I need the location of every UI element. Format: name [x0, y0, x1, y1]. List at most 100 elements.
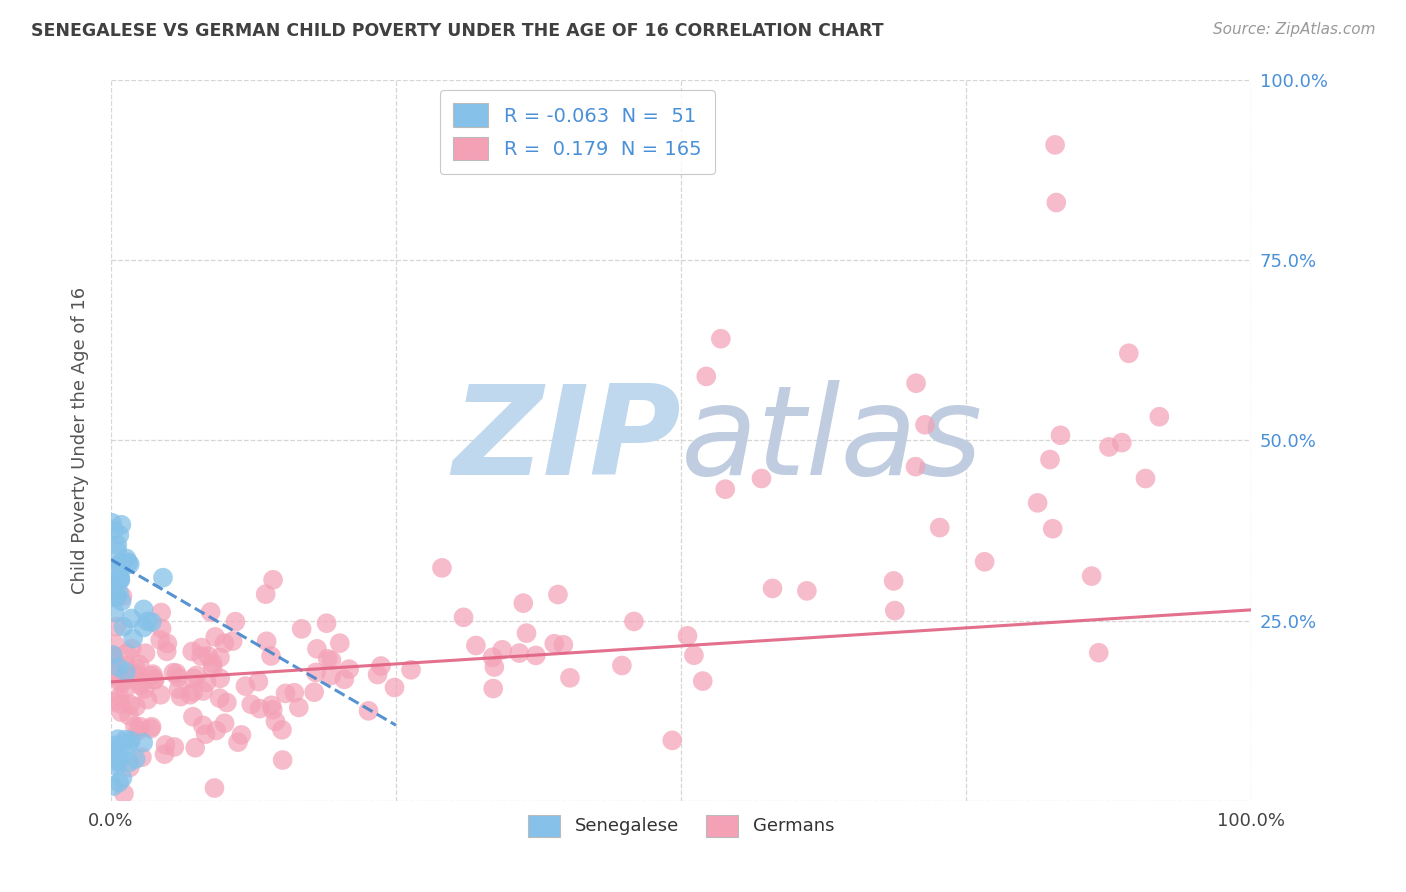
Point — [108, 690, 131, 704]
Point — [254, 587, 277, 601]
Point — [115, 646, 138, 660]
Point — [184, 740, 207, 755]
Point — [928, 520, 950, 534]
Point — [676, 629, 699, 643]
Point — [247, 674, 270, 689]
Point — [129, 720, 152, 734]
Point — [543, 637, 565, 651]
Point — [114, 673, 136, 688]
Point — [453, 610, 475, 624]
Point — [108, 775, 131, 789]
Point — [112, 787, 135, 801]
Point — [710, 332, 733, 346]
Point — [256, 634, 278, 648]
Point — [508, 646, 530, 660]
Point — [141, 720, 163, 734]
Point — [190, 640, 212, 655]
Point — [321, 653, 343, 667]
Point — [114, 682, 136, 697]
Point — [337, 662, 360, 676]
Point — [111, 771, 134, 785]
Y-axis label: Child Poverty Under the Age of 16: Child Poverty Under the Age of 16 — [72, 287, 89, 594]
Point — [112, 620, 135, 634]
Point — [101, 575, 124, 590]
Point — [796, 583, 818, 598]
Point — [661, 733, 683, 747]
Point — [186, 668, 208, 682]
Point — [224, 615, 246, 629]
Point — [111, 590, 134, 604]
Point — [124, 752, 146, 766]
Point — [260, 648, 283, 663]
Point — [315, 616, 337, 631]
Point — [101, 516, 124, 530]
Point — [231, 728, 253, 742]
Point — [333, 673, 356, 687]
Point — [1118, 346, 1140, 360]
Point — [305, 665, 328, 680]
Point — [101, 656, 124, 670]
Point — [122, 632, 145, 646]
Point — [191, 718, 214, 732]
Point — [166, 666, 188, 681]
Point — [150, 622, 173, 636]
Point — [226, 735, 249, 749]
Point — [101, 579, 124, 593]
Point — [215, 696, 238, 710]
Point — [107, 668, 129, 682]
Point — [110, 517, 132, 532]
Point — [1087, 646, 1109, 660]
Point — [107, 732, 129, 747]
Point — [150, 606, 173, 620]
Point — [973, 555, 995, 569]
Point — [190, 649, 212, 664]
Point — [125, 699, 148, 714]
Point — [1045, 195, 1067, 210]
Point — [558, 671, 581, 685]
Point — [110, 556, 132, 570]
Point — [108, 745, 131, 759]
Point — [482, 681, 505, 696]
Point — [153, 747, 176, 761]
Point — [264, 714, 287, 729]
Point — [904, 459, 927, 474]
Point — [108, 586, 131, 600]
Point — [370, 659, 392, 673]
Point — [141, 615, 163, 629]
Point — [103, 779, 125, 793]
Point — [155, 738, 177, 752]
Point — [101, 581, 124, 595]
Point — [103, 695, 125, 709]
Point — [271, 753, 294, 767]
Point — [274, 686, 297, 700]
Legend: Senegalese, Germans: Senegalese, Germans — [520, 807, 842, 844]
Point — [553, 638, 575, 652]
Point — [883, 604, 905, 618]
Point — [195, 675, 218, 690]
Point — [181, 644, 204, 658]
Point — [118, 756, 141, 770]
Point — [288, 700, 311, 714]
Point — [149, 688, 172, 702]
Point — [129, 678, 152, 692]
Point — [321, 668, 343, 682]
Point — [512, 596, 534, 610]
Point — [183, 685, 205, 699]
Point — [110, 697, 132, 711]
Point — [191, 684, 214, 698]
Point — [240, 698, 263, 712]
Point — [125, 667, 148, 681]
Point — [121, 641, 143, 656]
Point — [262, 573, 284, 587]
Point — [108, 569, 131, 583]
Point — [329, 636, 352, 650]
Point — [1080, 569, 1102, 583]
Point — [163, 739, 186, 754]
Point — [204, 780, 226, 795]
Point — [114, 732, 136, 747]
Point — [103, 524, 125, 538]
Point — [197, 648, 219, 663]
Point — [484, 660, 506, 674]
Point — [464, 639, 486, 653]
Point — [115, 551, 138, 566]
